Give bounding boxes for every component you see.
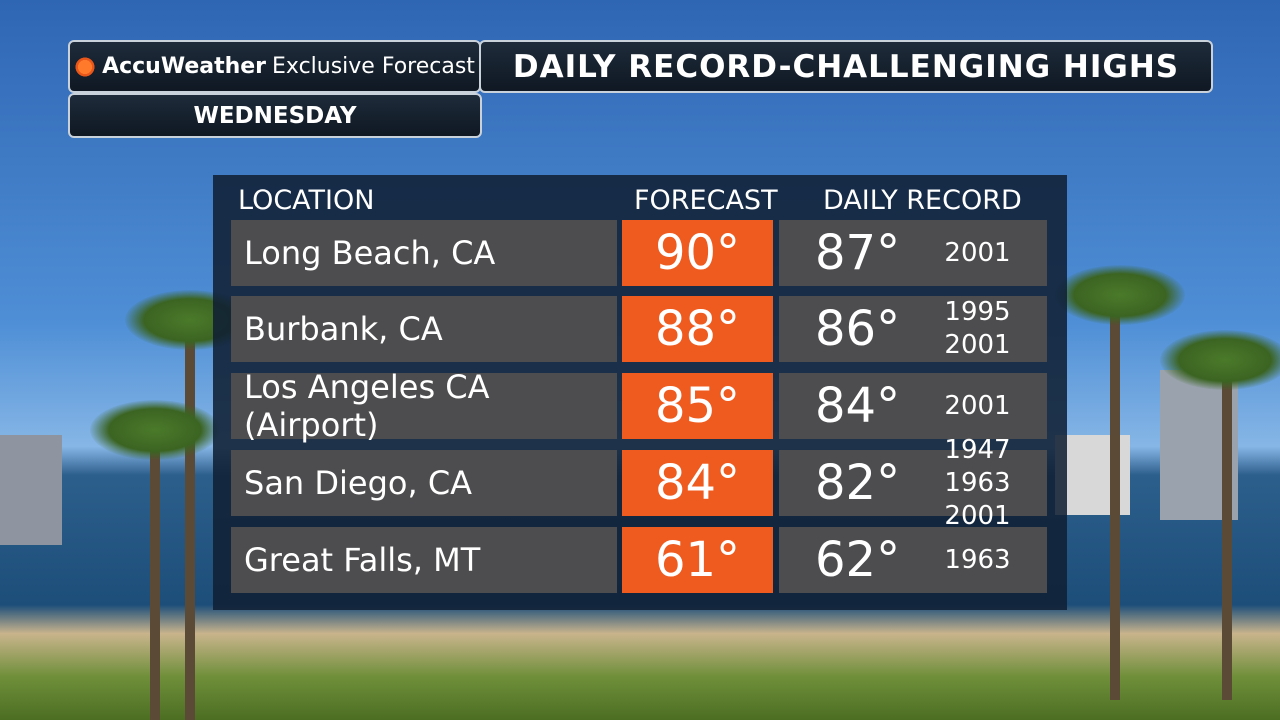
record-temp: 82° xyxy=(815,455,901,511)
location: San Diego, CA xyxy=(231,450,617,516)
record-year: 2001 xyxy=(944,237,1011,268)
record-temp: 62° xyxy=(815,532,901,588)
location: Long Beach, CA xyxy=(231,220,617,286)
record-years: 1963 xyxy=(909,544,1046,577)
record-year: 1963 xyxy=(944,544,1011,575)
subtitle: Exclusive Forecast xyxy=(272,54,475,79)
record-year: 2001 xyxy=(944,390,1011,421)
location: Los Angeles CA (Airport) xyxy=(231,368,617,444)
record-temp: 87° xyxy=(815,225,901,281)
record-years: 2001 xyxy=(909,237,1046,270)
record-temp: 86° xyxy=(815,301,901,357)
record-years: 2001 xyxy=(909,390,1046,423)
day: WEDNESDAY xyxy=(193,102,357,129)
column-header: LOCATION xyxy=(238,185,375,216)
record-years: 1995 2001 xyxy=(909,296,1046,362)
record-year: 1947 xyxy=(944,434,1011,465)
location: Burbank, CA xyxy=(231,296,617,362)
forecast: 88° xyxy=(622,296,773,362)
record-years: 1947 1963 2001 xyxy=(909,434,1046,533)
palm-tree xyxy=(1055,265,1185,325)
location: Great Falls, MT xyxy=(231,527,617,593)
palm-tree xyxy=(150,420,160,720)
day-box: WEDNESDAY xyxy=(68,93,482,138)
palm-tree xyxy=(90,400,220,460)
palm-tree xyxy=(1110,300,1120,700)
logo xyxy=(74,55,97,78)
record-year: 1963 2001 xyxy=(944,467,1011,531)
forecast: 84° xyxy=(622,450,773,516)
column-header: DAILY RECORD xyxy=(823,185,1022,216)
record-cell: 86° 1995 2001 xyxy=(779,296,1047,362)
record-cell: 87° 2001 xyxy=(779,220,1047,286)
column-header: FORECAST xyxy=(634,185,778,216)
forecast: 85° xyxy=(622,373,773,439)
brand-box: AccuWeather Exclusive Forecast xyxy=(68,40,481,93)
title: DAILY RECORD-CHALLENGING HIGHS xyxy=(512,48,1180,85)
brand: AccuWeather xyxy=(102,54,267,79)
record-temp: 84° xyxy=(815,378,901,434)
title-box: DAILY RECORD-CHALLENGING HIGHS xyxy=(479,40,1213,93)
palm-tree xyxy=(1160,330,1280,390)
record-cell: 82° 1947 1963 2001 xyxy=(779,435,1047,531)
palm-tree xyxy=(185,320,195,720)
forecast: 61° xyxy=(622,527,773,593)
building xyxy=(0,435,62,545)
record-cell: 62° 1963 xyxy=(779,527,1047,593)
record-year: 2001 xyxy=(944,330,1011,360)
palm-tree xyxy=(1222,360,1232,700)
record-cell: 84° 2001 xyxy=(779,373,1047,439)
record-year: 1995 xyxy=(944,297,1011,327)
forecast: 90° xyxy=(622,220,773,286)
